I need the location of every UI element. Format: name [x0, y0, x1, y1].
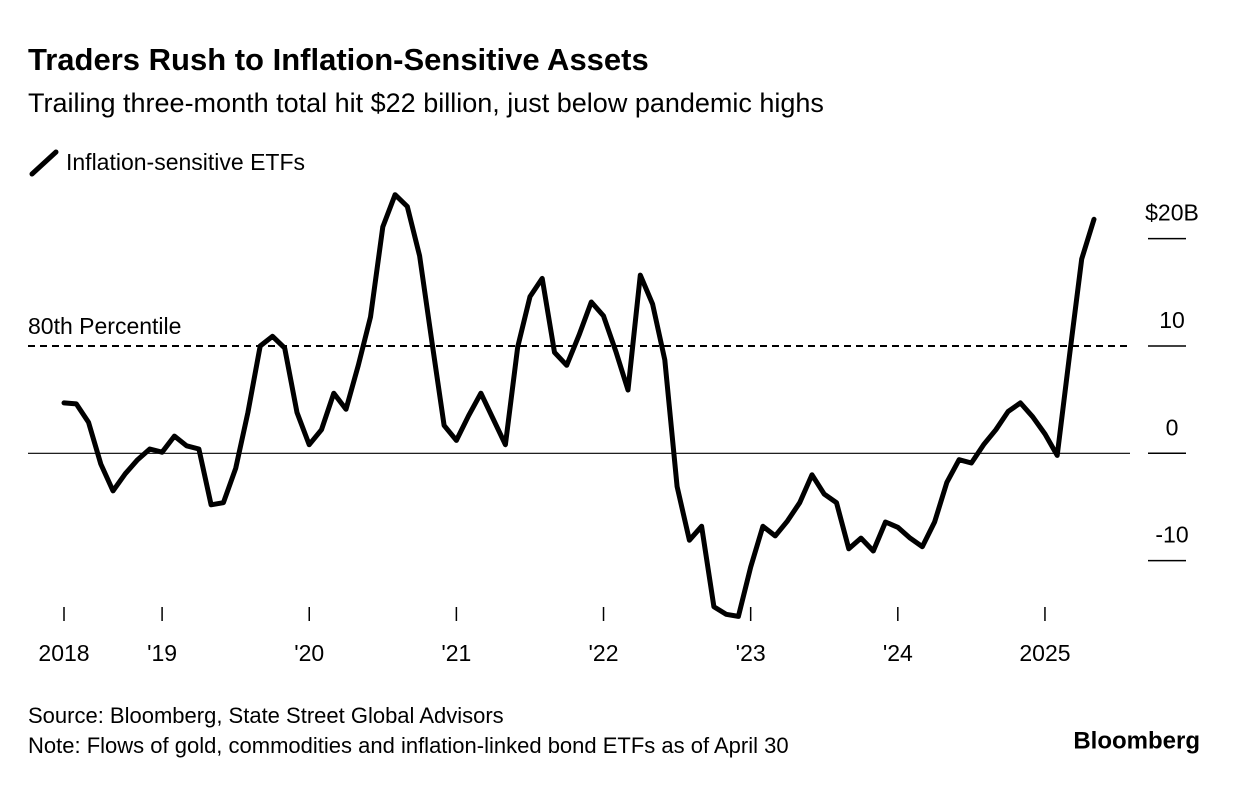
x-tick-label: '20 — [294, 640, 324, 666]
y-tick-label: 0 — [1166, 414, 1179, 440]
y-tick-label: -10 — [1155, 522, 1188, 548]
y-tick-label: $20B — [1145, 200, 1199, 226]
note: Note: Flows of gold, commodities and inf… — [28, 733, 789, 758]
x-tick-label: 2025 — [1019, 640, 1070, 666]
reference-label: 80th Percentile — [28, 313, 181, 339]
x-tick-label: '19 — [147, 640, 177, 666]
legend-swatch — [29, 149, 59, 177]
series-line — [61, 192, 1097, 619]
x-tick-label: 2018 — [38, 640, 89, 666]
x-tick-label: '22 — [589, 640, 619, 666]
x-tick-label: '21 — [441, 640, 471, 666]
x-tick-label: '23 — [736, 640, 766, 666]
y-tick-label: 10 — [1159, 307, 1185, 333]
chart-title: Traders Rush to Inflation-Sensitive Asse… — [28, 42, 649, 77]
brand: Bloomberg — [1073, 727, 1200, 754]
chart-subtitle: Trailing three-month total hit $22 billi… — [28, 88, 824, 118]
source: Source: Bloomberg, State Street Global A… — [28, 703, 504, 728]
legend-label: Inflation-sensitive ETFs — [66, 149, 305, 175]
x-tick-label: '24 — [883, 640, 913, 666]
